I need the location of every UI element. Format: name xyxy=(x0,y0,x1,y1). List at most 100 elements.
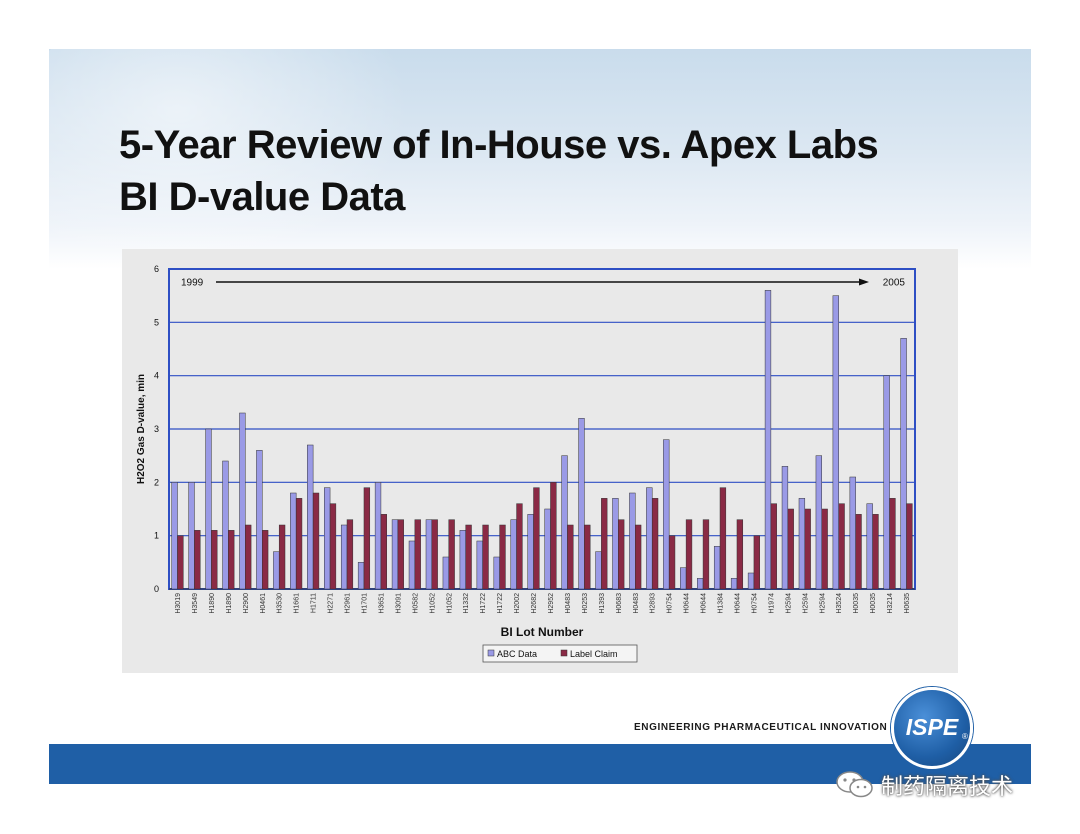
bar-abc-data xyxy=(273,551,280,590)
legend-label-abc: ABC Data xyxy=(497,649,537,659)
x-tick-label: H0635 xyxy=(904,593,911,614)
bar-label-claim xyxy=(499,524,506,590)
bar-label-claim xyxy=(668,535,676,590)
x-tick-label: H3549 xyxy=(192,593,199,614)
bar-label-claim xyxy=(651,498,659,590)
x-tick-label: H2900 xyxy=(243,593,250,614)
legend-box xyxy=(482,644,638,663)
bar-abc-data xyxy=(459,530,466,590)
bar-label-claim xyxy=(618,519,625,590)
bar-abc-data xyxy=(256,450,263,590)
x-axis-label: BI Lot Number xyxy=(501,625,584,639)
x-tick-label: H1332 xyxy=(463,593,470,614)
y-tick-label: 1 xyxy=(154,531,159,541)
bar-label-claim xyxy=(397,519,404,590)
bar-label-claim xyxy=(329,503,337,590)
x-tick-label: H2682 xyxy=(531,593,538,614)
x-tick-label: H3091 xyxy=(395,593,402,614)
logo-text: ISPE xyxy=(905,714,959,740)
title-line-1: 5-Year Review of In-House vs. Apex Labs xyxy=(119,123,879,167)
bar-abc-data xyxy=(340,524,348,590)
bar-abc-data xyxy=(866,503,873,590)
y-tick-label: 5 xyxy=(154,317,159,327)
bar-abc-data xyxy=(476,540,483,590)
bar-abc-data xyxy=(374,482,382,590)
bar-label-claim xyxy=(889,498,896,590)
bar-label-claim xyxy=(736,519,744,590)
x-tick-label: H3651 xyxy=(378,593,385,614)
legend-label-label-claim: Label Claim xyxy=(570,649,618,659)
x-tick-label: H0582 xyxy=(412,593,419,614)
bar-abc-data xyxy=(442,556,450,590)
x-tick-label: H3530 xyxy=(277,593,284,614)
bar-abc-data xyxy=(629,492,636,590)
bar-label-claim xyxy=(295,498,303,590)
bar-abc-data xyxy=(222,460,229,590)
x-tick-label: H2952 xyxy=(548,593,555,614)
x-tick-label: H2002 xyxy=(514,593,521,614)
bar-abc-data xyxy=(612,498,619,590)
x-tick-label: H1890 xyxy=(209,593,216,614)
x-tick-label: H0461 xyxy=(260,593,267,614)
x-tick-label: H1890 xyxy=(226,593,233,614)
x-tick-label: H2594 xyxy=(785,593,792,614)
bar-abc-data xyxy=(798,498,806,590)
x-tick-label: H1722 xyxy=(480,593,487,614)
x-tick-label: H1974 xyxy=(768,593,775,614)
watermark: 制药隔离技术 xyxy=(835,765,1013,805)
y-tick-label: 6 xyxy=(154,264,159,274)
bar-abc-data xyxy=(493,556,500,590)
bar-chart: 0 1 2 3 4 5 6 H2O2 Gas D-value, min H3019 H3549 H1… xyxy=(136,264,916,663)
bar-abc-data xyxy=(900,338,907,590)
bar-abc-data xyxy=(680,567,687,590)
bar-abc-data xyxy=(697,578,704,590)
x-tick-label: H3019 xyxy=(175,593,182,614)
bar-abc-data xyxy=(832,295,839,590)
bar-abc-data xyxy=(747,572,755,590)
ispe-logo: ISPE ® xyxy=(891,687,973,769)
bar-label-claim xyxy=(363,487,371,590)
x-tick-label: H1711 xyxy=(311,593,318,613)
annotation-end-year: 2005 xyxy=(883,278,906,289)
x-tick-label: H0644 xyxy=(734,593,741,614)
footer-tagline: ENGINEERING PHARMACEUTICAL INNOVATION xyxy=(634,722,888,733)
bar-label-claim xyxy=(550,482,557,590)
bar-label-claim xyxy=(635,524,642,590)
x-tick-label: H0035 xyxy=(870,593,877,614)
bar-label-claim xyxy=(804,508,811,590)
bar-label-claim xyxy=(533,487,540,590)
x-tick-label: H2594 xyxy=(819,593,826,614)
watermark-text: 制药隔离技术 xyxy=(881,775,1014,800)
bar-label-claim xyxy=(465,524,472,590)
y-tick-label: 4 xyxy=(154,371,159,381)
x-tick-label: H0483 xyxy=(633,593,640,614)
bar-abc-data xyxy=(544,508,551,590)
bar-label-claim xyxy=(312,492,320,590)
bar-abc-data xyxy=(357,562,365,590)
bar-abc-data xyxy=(307,444,314,590)
bar-label-claim xyxy=(872,514,879,590)
bar-label-claim xyxy=(685,519,693,590)
bar-abc-data xyxy=(205,428,212,590)
x-tick-label: H0483 xyxy=(565,593,572,614)
slide-title: 5-Year Review of In-House vs. Apex Labs … xyxy=(119,119,999,223)
logo-registered-mark: ® xyxy=(962,732,968,741)
x-tick-label: H1052 xyxy=(446,593,453,614)
bar-abc-data xyxy=(290,492,297,590)
x-tick-label: H2961 xyxy=(345,593,352,614)
bar-abc-data xyxy=(883,375,890,590)
x-tick-label: H3524 xyxy=(836,593,843,614)
bar-abc-data xyxy=(730,578,738,590)
annotation-start-year: 1999 xyxy=(181,278,204,289)
bar-abc-data xyxy=(324,487,331,590)
x-tick-label: H1701 xyxy=(361,593,368,614)
bar-label-claim xyxy=(262,530,269,590)
chart-panel: 0 1 2 3 4 5 6 H2O2 Gas D-value, min H3019 H3549 H1… xyxy=(122,249,958,673)
bar-abc-data xyxy=(578,418,585,590)
bar-abc-data xyxy=(188,482,195,590)
y-tick-label: 2 xyxy=(154,477,159,487)
bar-label-claim xyxy=(414,519,421,590)
x-tick-label: H1384 xyxy=(718,593,725,614)
bar-label-claim xyxy=(584,524,591,590)
x-tick-label: H0754 xyxy=(751,593,758,614)
